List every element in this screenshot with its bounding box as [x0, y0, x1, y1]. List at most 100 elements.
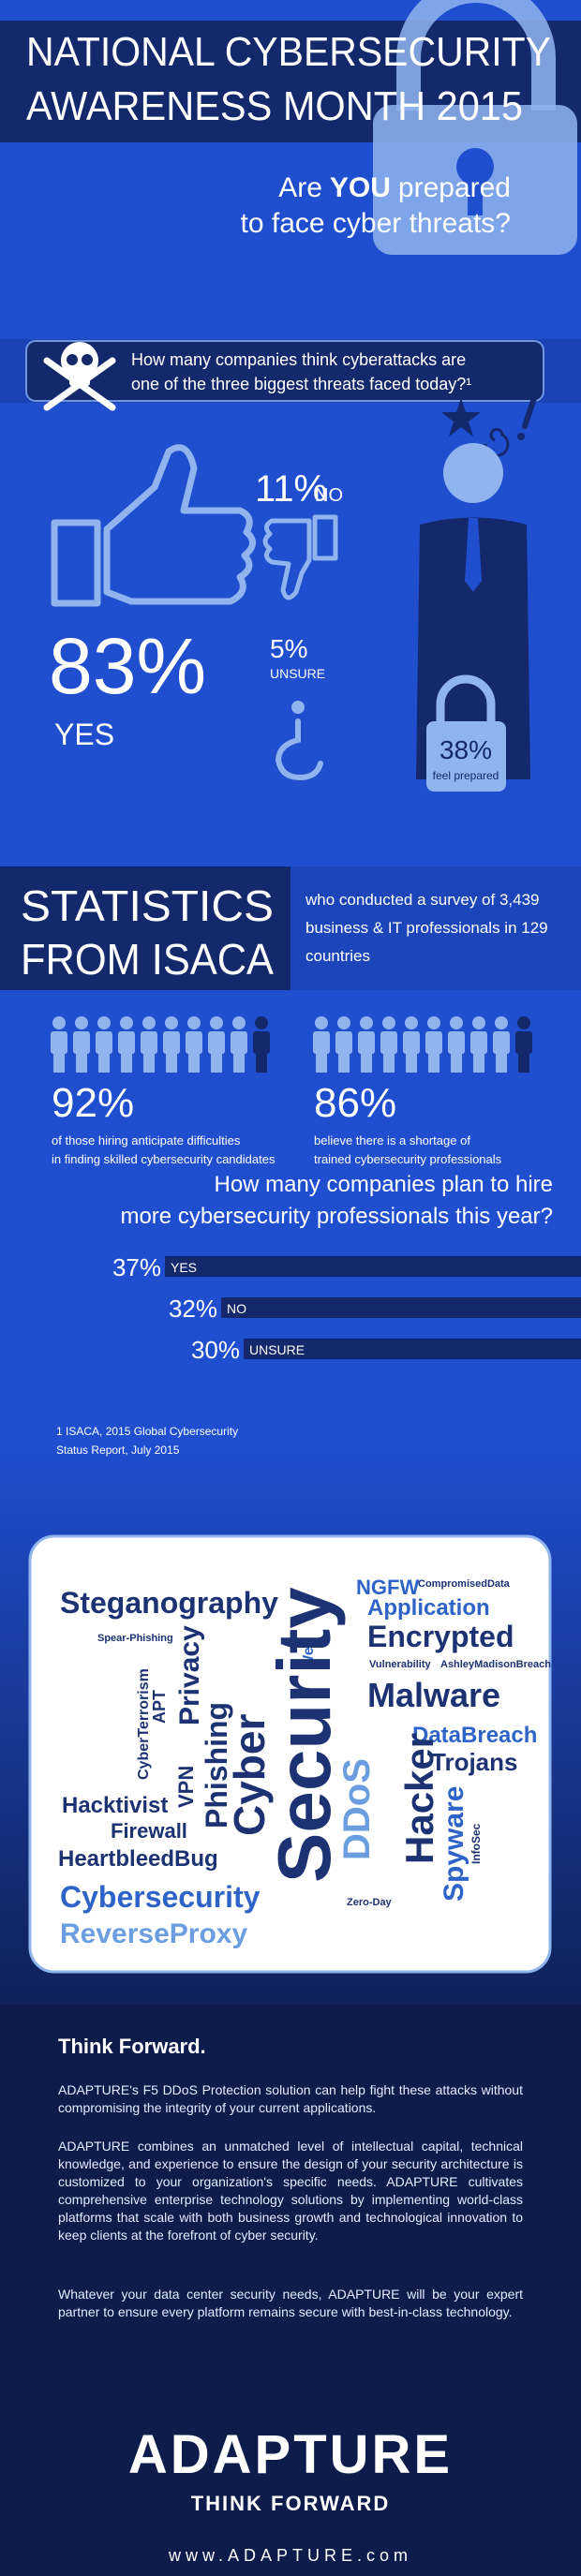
head [517, 1016, 530, 1029]
torso [380, 1031, 397, 1054]
cloud-word: HeartbleedBug [58, 1846, 218, 1872]
person-icon [163, 1016, 180, 1073]
head [165, 1016, 178, 1029]
cloud-word: DataBreach [412, 1723, 537, 1748]
person-icon [403, 1016, 420, 1073]
head [255, 1016, 268, 1029]
cloud-word: Hacker [397, 1733, 441, 1864]
skull-icon [43, 342, 116, 411]
question-icon [275, 701, 323, 781]
cloud-word: Trojans [431, 1748, 517, 1776]
legs [188, 1054, 200, 1073]
torso [231, 1031, 247, 1054]
cloud-word: Cyber [225, 1714, 274, 1836]
cloud-word: Cybersecurity [60, 1880, 261, 1914]
torso [73, 1031, 90, 1054]
torso [425, 1031, 442, 1054]
cloud-word: CyberTerrorism [136, 1668, 152, 1780]
question-box [25, 340, 544, 402]
torso [335, 1031, 352, 1054]
thumbs-up-icon [51, 444, 256, 607]
torso [208, 1031, 225, 1054]
head [360, 1016, 373, 1029]
prepared-label: feel prepared [433, 769, 499, 782]
head [75, 1016, 88, 1029]
head [97, 1016, 111, 1029]
person-icon [118, 1016, 135, 1073]
torso [163, 1031, 180, 1054]
legs [383, 1054, 395, 1073]
head [120, 1016, 133, 1029]
cloud-word: CompromisedData [418, 1578, 511, 1590]
torso [51, 1031, 67, 1054]
torso [96, 1031, 112, 1054]
cloud-word: NGFW [356, 1576, 419, 1599]
cloud-word: Web [301, 1637, 317, 1669]
yes-percent: 83% [49, 622, 206, 710]
footer-background [0, 2005, 581, 2576]
isaca-title-box [0, 866, 290, 990]
cloud-word: Privacy [174, 1625, 205, 1725]
no-label: NO [315, 485, 343, 506]
cloud-word: Application [367, 1595, 490, 1621]
no-percent: 11% [255, 468, 327, 510]
prepared-percent: 38% [439, 735, 492, 764]
person-icon [253, 1016, 270, 1073]
head [495, 1016, 508, 1029]
isaca-title: STATISTICS [21, 881, 274, 930]
cloud-word: VPN [174, 1766, 198, 1808]
head [427, 1016, 440, 1029]
person-icon [73, 1016, 90, 1073]
legs [518, 1054, 529, 1073]
isaca-description: who conducted a survey of 3,439 [305, 891, 540, 909]
person-icon [358, 1016, 375, 1073]
torso [493, 1031, 510, 1054]
legs [361, 1054, 372, 1073]
legs [428, 1054, 439, 1073]
cloud-word: Spear-Phishing [97, 1633, 173, 1644]
isaca-title: FROM ISACA [21, 935, 274, 984]
subtitle: Are YOU prepared [278, 172, 511, 203]
title: AWARENESS MONTH 2015 [26, 83, 523, 129]
bar-value-label: 30% [191, 1336, 240, 1364]
torso [448, 1031, 465, 1054]
cloud-word: AshleyMadisonBreach [440, 1659, 551, 1670]
torso [403, 1031, 420, 1054]
person-icon [51, 1016, 67, 1073]
cloud-word: Firewall [111, 1819, 187, 1843]
bar-category-label: YES [171, 1260, 197, 1275]
lock-shackle [396, 0, 556, 111]
yes-label: YES [54, 718, 114, 751]
bar [221, 1297, 581, 1318]
head [450, 1016, 463, 1029]
legs [256, 1054, 267, 1073]
torso [118, 1031, 135, 1054]
head [315, 1016, 328, 1029]
legs [233, 1054, 245, 1073]
stat-text: of those hiring anticipate difficulties [52, 1133, 241, 1147]
paragraph: Whatever your data center security needs… [58, 2287, 523, 2319]
legs [316, 1054, 327, 1073]
legs [121, 1054, 132, 1073]
torso [515, 1031, 532, 1054]
subtitle: to face cyber threats? [241, 208, 512, 239]
cloud-word: Hacktivist [62, 1793, 168, 1818]
person-icon [335, 1016, 352, 1073]
cloud-word: DDoS [336, 1758, 378, 1860]
stat-percent: 92% [52, 1080, 134, 1126]
cloud-word: Spyware [439, 1786, 469, 1902]
footnote: Status Report, July 2015 [56, 1443, 180, 1457]
head [472, 1016, 485, 1029]
person-icon [186, 1016, 202, 1073]
person-icon [425, 1016, 442, 1073]
isaca-band [290, 866, 581, 990]
subtitle-part: YOU [330, 172, 391, 203]
person-icon [231, 1016, 247, 1073]
torso [141, 1031, 157, 1054]
survey-question: How many companies think cyberattacks ar… [131, 350, 466, 369]
unsure-label: UNSURE [270, 666, 325, 681]
cloud-word: APT [150, 1690, 169, 1724]
hiring-question: How many companies plan to hire [214, 1172, 553, 1197]
